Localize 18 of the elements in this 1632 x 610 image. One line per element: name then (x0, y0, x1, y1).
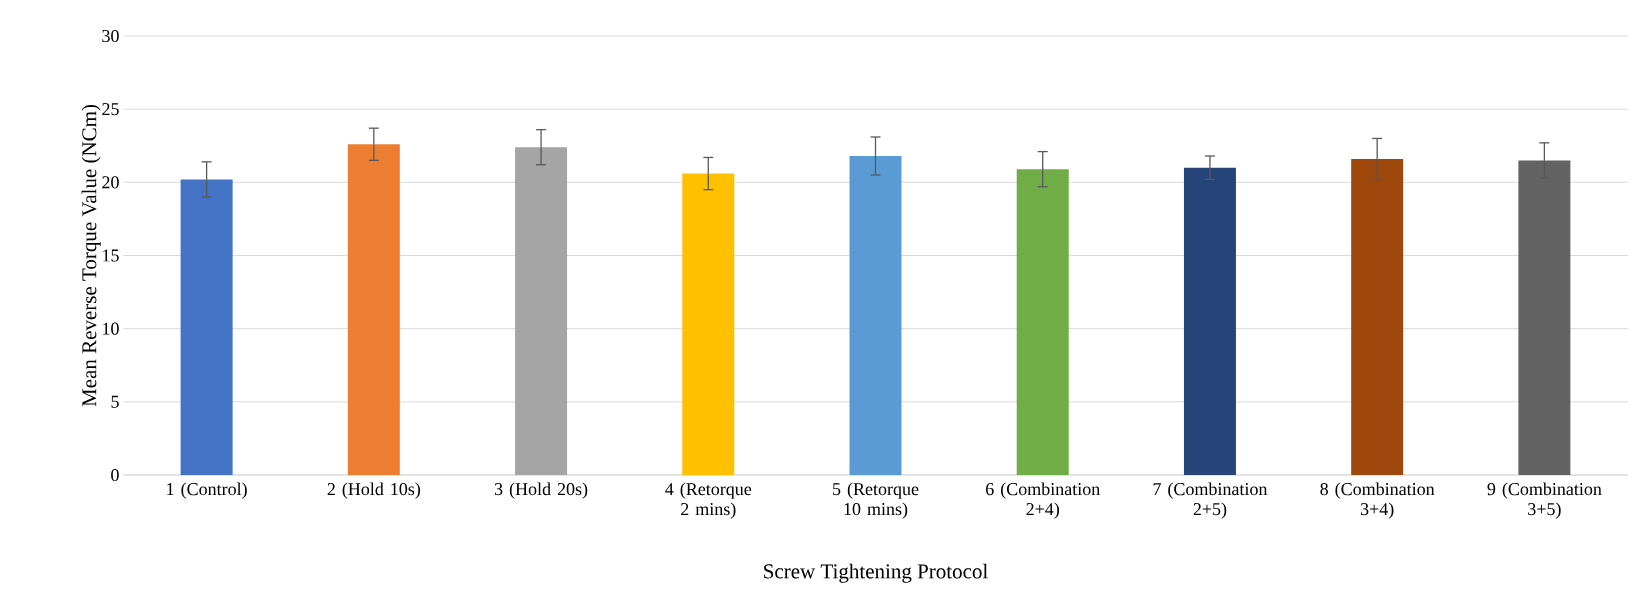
x-tick-label: 3 (Hold 20s) (494, 482, 588, 499)
y-tick-label: 0 (111, 468, 119, 482)
y-axis-title: Mean Reverse Torque Value (NCm) (81, 104, 101, 407)
y-tick-label: 25 (102, 103, 119, 116)
x-tick-label: 7 (Combination 2+5) (1153, 482, 1268, 519)
x-tick-label: 6 (Combination 2+4) (986, 482, 1100, 519)
y-tick-label: 15 (103, 249, 119, 262)
x-tick-label: 1 (Control) (167, 482, 247, 499)
x-tick-label: 5 (Retorque 10 mins) (833, 482, 919, 519)
y-tick-label: 20 (102, 176, 119, 189)
x-tick-label: 4 (Retorque 2 mins) (665, 482, 752, 519)
y-tick-label: 5 (111, 395, 119, 408)
x-axis-title: Screw Tightening Protocol (764, 563, 988, 583)
x-tick-label: 9 (Combination 3+5) (1487, 482, 1602, 519)
x-tick-label: 8 (Combination 3+4) (1320, 482, 1435, 519)
y-tick-label: 30 (102, 29, 119, 43)
y-tick-label: 10 (103, 322, 119, 335)
x-tick-label: 2 (Hold 10s) (327, 482, 421, 499)
